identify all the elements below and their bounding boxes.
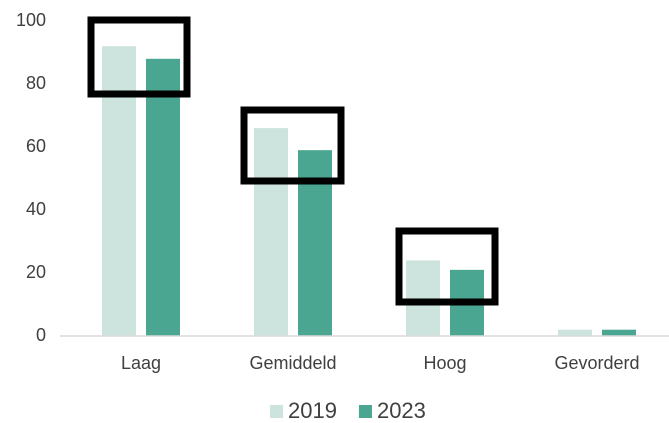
y-tick-label: 20 [26,262,46,282]
y-tick-label: 100 [16,10,46,30]
x-tick-label: Hoog [423,353,466,373]
legend-swatch [270,405,283,418]
y-tick-label: 0 [36,325,46,345]
y-tick-label: 60 [26,136,46,156]
highlight-box [87,16,191,98]
highlight-boxes [87,16,499,306]
legend-label: 2019 [288,398,337,423]
bar [146,58,180,337]
highlight-box [240,106,345,185]
y-tick-label: 80 [26,73,46,93]
legend-label: 2023 [377,398,426,423]
legend-swatch [358,405,372,418]
bar [558,329,592,336]
x-tick-label: Gevorderd [554,353,639,373]
bar [254,128,288,336]
bar [406,260,440,336]
bar [602,329,636,336]
x-tick-label: Gemiddeld [249,353,336,373]
x-tick-label: Laag [121,353,161,373]
bar [102,46,136,336]
y-tick-label: 40 [26,199,46,219]
highlight-box [395,227,499,306]
